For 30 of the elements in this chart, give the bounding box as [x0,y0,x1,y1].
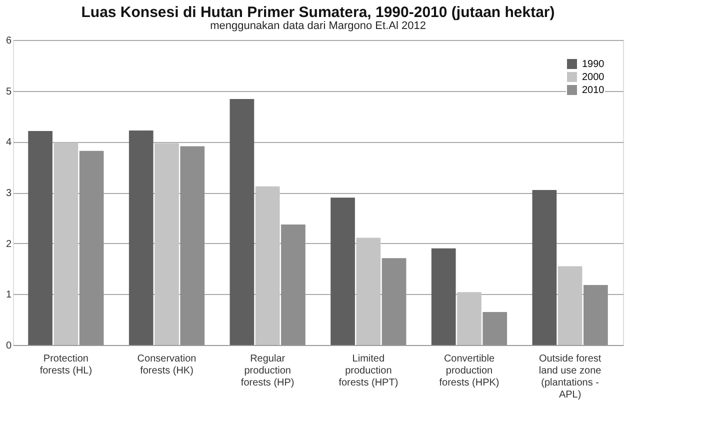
bar [356,238,381,345]
chart-subtitle: menggunakan data dari Margono Et.Al 2012 [210,20,426,32]
bar [431,248,456,345]
bar [154,143,179,345]
x-tick-label: Protection forests (HL) [40,354,92,376]
bar [558,266,582,345]
x-tick-label: Convertible production forests (HPK) [439,354,500,388]
y-tick-label: 6 [6,36,12,46]
legend-label: 1990 [582,59,605,70]
y-tick-label: 2 [6,238,12,250]
bar [532,190,557,345]
y-tick-label: 1 [6,290,12,301]
y-tick-label: 0 [6,340,12,352]
bar [128,130,154,345]
bar [255,186,280,345]
bar [54,142,78,345]
chart-title: Luas Konsesi di Hutan Primer Sumatera, 1990-2010 (jutaan hektar) [81,4,555,21]
y-tick-label: 3 [6,188,12,199]
bar [28,130,52,345]
x-tick-label: Regular production forests (HP) [240,354,294,388]
y-tick-label: 5 [6,86,12,98]
y-tick-label: 4 [6,137,12,148]
bar [457,292,482,345]
x-tick-label: Limited production forests (HPT) [338,354,398,388]
legend-label: 2000 [582,72,605,83]
bar [230,98,254,345]
x-tick-label: Outside forest land use zone (plantations - APL) [538,354,602,400]
legend-label: 2010 [582,85,605,96]
bar [330,198,355,345]
x-tick-label: Conservation forests (HK) [137,354,196,376]
